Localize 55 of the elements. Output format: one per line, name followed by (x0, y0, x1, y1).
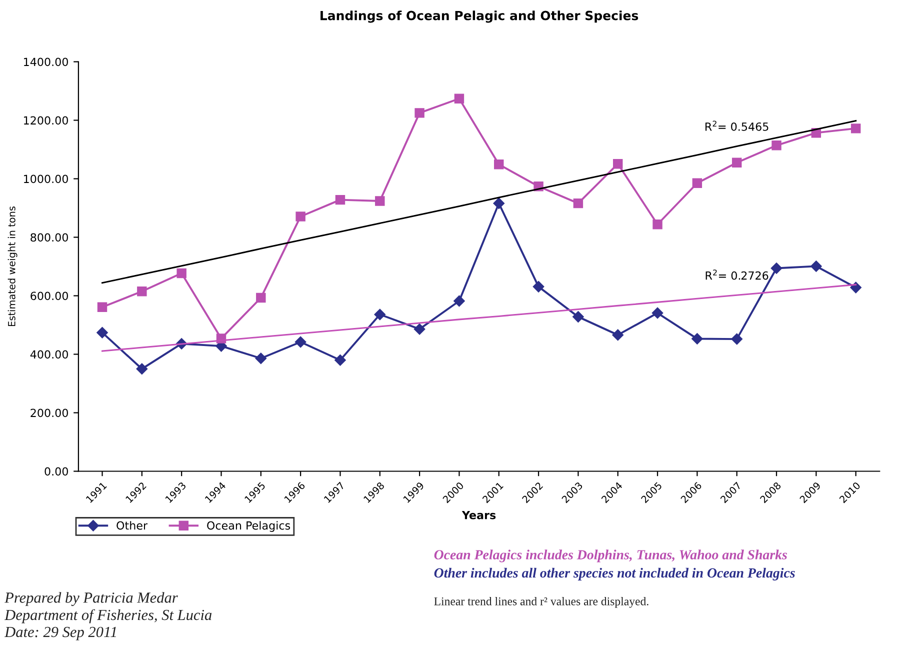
point (692, 178, 702, 188)
point (770, 262, 782, 274)
point (850, 282, 862, 294)
y-tick-label: 0.00 (44, 467, 68, 476)
point (810, 260, 822, 272)
point (454, 94, 464, 104)
point (256, 292, 266, 303)
point (772, 140, 782, 150)
point (375, 196, 385, 206)
point (414, 323, 426, 335)
point (692, 333, 703, 344)
point (532, 281, 544, 292)
point (374, 308, 386, 320)
point (612, 329, 624, 341)
text: Linear trend lines and r² values are displayed. (434, 597, 648, 608)
point (731, 333, 742, 345)
y-tick-label: 1000.00 (24, 174, 68, 184)
point (732, 158, 742, 168)
point (335, 194, 346, 205)
annotation: R$^{2}$= 0.5465 (705, 120, 768, 131)
text: Other includes all other species not included in Ocean Pelagics (434, 568, 795, 580)
x-axis-title: Years (462, 511, 496, 520)
y-tick-label: 600.00 (30, 292, 68, 300)
legend-label: Ocean Pelagics (207, 521, 290, 532)
point (296, 212, 306, 222)
point (612, 158, 623, 169)
legend-label: Other (116, 521, 148, 530)
point (414, 108, 424, 118)
point (850, 124, 861, 134)
y-tick-label: 400.00 (30, 350, 68, 359)
point (454, 295, 465, 307)
point (294, 336, 306, 348)
point (572, 311, 584, 322)
y-tick-label: 200.00 (30, 408, 68, 418)
text: Prepared by Patricia Medar Department of Fisheries, St Lucia Date: 29 Sep 2011 (4, 592, 212, 640)
point (137, 286, 147, 296)
point (176, 268, 186, 278)
y-tick-label: 1200.00 (24, 116, 68, 125)
y-tick-label: 800.00 (30, 233, 68, 242)
line-series (101, 120, 857, 284)
y-axis-title: Estimated weight in tons (8, 206, 18, 326)
point (96, 327, 108, 338)
point (334, 354, 346, 366)
point (97, 302, 108, 312)
point (493, 198, 504, 209)
point (494, 160, 504, 170)
text: Ocean Pelagics includes Dolphins, Tunas, Wahoo and Sharks (434, 550, 787, 562)
point (652, 220, 662, 230)
point (255, 352, 267, 364)
point (573, 198, 584, 208)
y-tick-label: 1400.00 (24, 58, 68, 66)
point (136, 363, 148, 374)
point (652, 307, 664, 319)
chart-title: Landings of Ocean Pelagic and Other Species (320, 10, 638, 23)
annotation: R$^{2}$= 0.2726 (706, 270, 768, 280)
